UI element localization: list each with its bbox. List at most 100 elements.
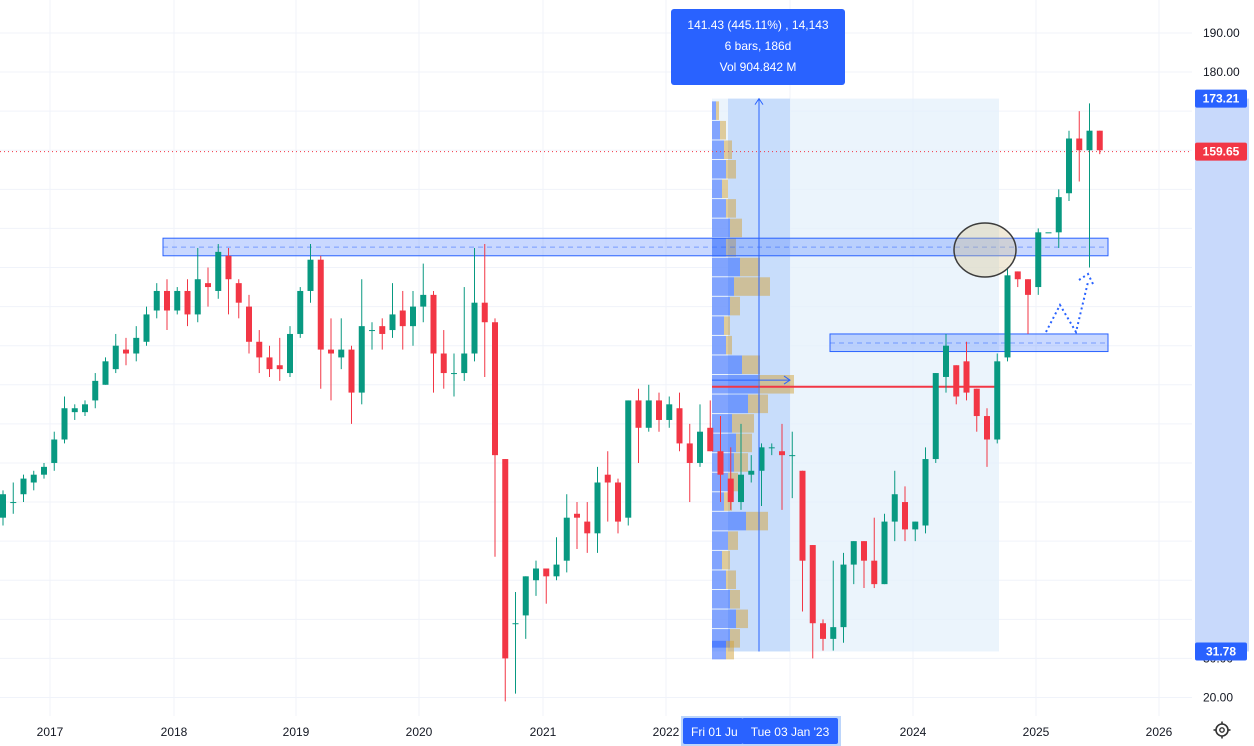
candle-body: [686, 443, 693, 463]
candle-body: [932, 373, 939, 460]
profile-bar-down: [726, 335, 732, 355]
candle-body: [830, 627, 837, 639]
profile-bar-up: [712, 257, 740, 277]
candle-down: [235, 279, 242, 319]
profile-bar-down: [730, 590, 740, 609]
candle-down: [502, 459, 509, 702]
drawing-overlays: [712, 97, 1095, 652]
x-tick-label: 2018: [161, 725, 188, 739]
candle-down: [871, 517, 878, 589]
candle-body: [625, 400, 632, 518]
support-resistance-zones: [0, 151, 1192, 388]
profile-bar-up: [712, 531, 728, 550]
candle-body: [912, 521, 919, 530]
candle-up: [645, 384, 652, 432]
candle-body: [379, 326, 386, 334]
measure-bars-label: 6 bars, 186d: [724, 39, 792, 53]
date-badge: [742, 718, 838, 744]
profile-bar-up: [712, 433, 736, 453]
candle-up: [697, 404, 703, 467]
candle-down: [246, 294, 252, 354]
candle-body: [164, 290, 170, 311]
candle-up: [461, 287, 468, 381]
candle-up: [420, 263, 427, 323]
candle-up: [768, 443, 775, 456]
candle-up: [174, 287, 181, 315]
profile-bar-up: [712, 570, 726, 590]
candle-up: [71, 404, 78, 420]
candle-body: [727, 478, 734, 503]
profile-bar-down: [726, 160, 736, 179]
price-marker-label: 31.78: [1206, 644, 1236, 658]
x-tick-label: 2025: [1023, 725, 1050, 739]
candle-up: [82, 400, 88, 417]
profile-bar-down: [726, 640, 734, 660]
candle-down: [707, 400, 714, 452]
candle-body: [758, 447, 765, 471]
candle-body: [943, 345, 949, 377]
candle-up: [51, 431, 58, 471]
candle-down: [348, 345, 355, 424]
x-tick-label: 2024: [900, 725, 927, 739]
price-marker: 159.65: [1195, 142, 1247, 161]
candle-body: [235, 283, 242, 303]
candle-down: [1076, 111, 1083, 182]
candle-up: [338, 318, 345, 370]
candle-body: [645, 400, 652, 428]
profile-bar-down: [724, 316, 730, 335]
x-tick-label: 2021: [530, 725, 557, 739]
candle-up: [748, 455, 755, 483]
profile-bar-down: [746, 511, 768, 531]
profile-bar-up: [712, 394, 748, 414]
candle-up: [30, 470, 37, 491]
candle-body: [748, 470, 755, 475]
candle-down: [399, 290, 406, 350]
candle-body: [0, 494, 6, 518]
candle-up: [932, 373, 939, 463]
candle-up: [133, 326, 140, 362]
candle-body: [297, 290, 304, 334]
candle-down: [861, 541, 867, 589]
candle-up: [533, 560, 539, 596]
profile-bar-down: [748, 394, 768, 414]
candle-body: [1066, 138, 1072, 194]
profile-bar-down: [740, 257, 760, 277]
candle-body: [82, 404, 88, 413]
candle-body: [112, 345, 119, 370]
candle-body: [276, 365, 283, 370]
candle-down: [256, 330, 263, 374]
candle-body: [543, 568, 550, 577]
candle-up: [451, 353, 457, 397]
profile-bar-down: [732, 414, 754, 433]
candle-body: [1076, 138, 1083, 151]
profile-bar-up: [712, 140, 724, 160]
candle-up: [840, 552, 847, 643]
highlight-ellipse: [953, 222, 1017, 278]
candle-body: [307, 259, 314, 291]
candle-down: [164, 279, 170, 331]
candle-down: [379, 318, 386, 350]
profile-bar-down: [730, 296, 740, 316]
candle-up: [1045, 232, 1052, 234]
candle-body: [676, 408, 683, 444]
date-badge-label: Tue 03 Jan '23: [751, 725, 830, 739]
date-range-start: Fri 01 Ju: [683, 718, 743, 744]
candle-up: [522, 576, 529, 639]
candle-up: [112, 333, 119, 374]
candle-down: [779, 423, 785, 510]
candle-body: [215, 251, 222, 291]
candle-body: [522, 576, 529, 616]
candle-up: [369, 322, 375, 350]
x-tick-label: 2019: [283, 725, 310, 739]
candle-down: [727, 447, 734, 510]
settings-gear-icon[interactable]: [1212, 720, 1232, 740]
measure-arrow-head: [783, 375, 791, 385]
y-tick-label: 180.00: [1203, 65, 1240, 79]
candle-up: [881, 513, 888, 585]
price-range-highlight: [1195, 98, 1249, 652]
candle-body: [153, 290, 160, 311]
candle-up: [943, 333, 949, 393]
profile-bar-up: [712, 640, 726, 660]
candle-body: [594, 482, 601, 534]
